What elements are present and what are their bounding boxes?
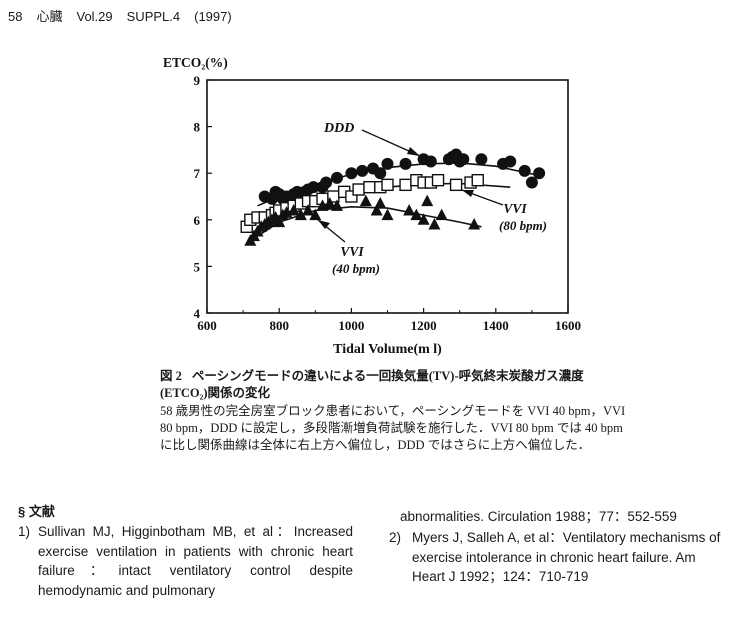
y-tick-label: 8 — [194, 120, 201, 135]
vvi40-point — [370, 203, 383, 216]
figure-description: 58 歳男性の完全房室ブロック患者において，ペーシングモードを VVI 40 b… — [160, 404, 626, 452]
vvi80-point — [449, 178, 463, 192]
reference-text: Myers J, Salleh A, et al：Ventilatory mec… — [412, 530, 721, 584]
supplement: SUPPL.4 — [126, 9, 181, 24]
running-head: 58 心臓 Vol.29 SUPPL.4 (1997) — [8, 6, 246, 25]
annotation-arrowhead-ddd — [407, 147, 420, 156]
reference-text: Sullivan MJ, Higginbotham MB, et al：Incr… — [38, 524, 353, 598]
ddd-point — [525, 176, 538, 189]
vvi40-point — [435, 208, 448, 221]
ddd-point — [307, 181, 320, 194]
volume: Vol.29 — [76, 9, 113, 24]
vvi40-point — [287, 203, 300, 216]
vvi40-point — [417, 213, 430, 225]
x-tick-label: 1400 — [483, 318, 509, 333]
year: (1997) — [194, 9, 232, 24]
vvi40-point — [294, 208, 307, 221]
annotation-ddd: DDD — [323, 121, 354, 136]
annotation-vvi80: VVI — [503, 201, 527, 216]
annotation-vvi80-rate: (80 bpm) — [499, 218, 547, 233]
ddd-point — [457, 153, 470, 166]
vvi40-point — [323, 196, 336, 209]
figure-caption: 図 2 ペーシングモードの違いによる一回換気量(TV)-呼気終末炭酸ガス濃度(ET… — [160, 368, 630, 454]
reference-number: 2) — [389, 530, 402, 545]
annotation-arrowhead-vvi80 — [462, 190, 474, 197]
annotation-vvi40-rate: (40 bpm) — [332, 261, 380, 276]
x-tick-label: 600 — [197, 318, 217, 333]
ddd-point — [320, 176, 333, 189]
x-axis-label: Tidal Volume(m l) — [333, 342, 442, 357]
vvi40-point — [330, 199, 343, 211]
vvi40-point — [309, 208, 322, 221]
vvi80-point — [431, 173, 445, 187]
vvi80-point — [381, 178, 394, 192]
y-tick-label: 5 — [194, 259, 201, 274]
vvi40-point — [374, 196, 387, 209]
vvi40-point — [428, 217, 441, 230]
y-tick-label: 9 — [194, 73, 201, 88]
ddd-point — [424, 155, 437, 168]
annotation-vvi40: VVI — [340, 244, 364, 259]
vvi40-point — [302, 203, 315, 216]
reference-number: 1) — [18, 524, 31, 539]
ddd-point — [381, 157, 394, 170]
reference-1: 1) Sullivan MJ, Higginbotham MB, et al：I… — [18, 522, 353, 600]
page-number: 58 — [8, 9, 23, 24]
y-tick-label: 4 — [194, 306, 201, 321]
references-heading: § 文献 — [18, 504, 55, 519]
journal-name: 心臓 — [36, 9, 63, 24]
vvi40-point — [359, 194, 372, 207]
vvi40-point — [403, 203, 416, 216]
ddd-point — [399, 157, 412, 170]
vvi80-point — [363, 180, 376, 194]
y-tick-label: 6 — [194, 213, 201, 228]
x-tick-label: 800 — [269, 318, 289, 333]
ddd-point — [518, 164, 531, 177]
y-axis-label: ETCO₂(%) — [163, 55, 228, 70]
vvi80-point — [352, 183, 365, 196]
figure-label: 図 2 — [160, 369, 182, 383]
vvi40-point — [410, 208, 423, 221]
x-tick-label: 1000 — [338, 318, 364, 333]
x-tick-label: 1200 — [411, 318, 437, 333]
reference-2: 2) Myers J, Salleh A, et al：Ventilatory … — [389, 528, 724, 587]
ddd-point — [356, 164, 369, 177]
vvi40-point — [468, 217, 481, 230]
vvi40-point — [421, 194, 434, 207]
x-tick-label: 1600 — [555, 318, 581, 333]
ddd-point — [330, 171, 343, 184]
vvi80-point — [345, 190, 358, 203]
vvi80-point — [399, 178, 412, 192]
ddd-point — [533, 167, 546, 180]
vvi40-point — [273, 215, 286, 228]
ddd-point — [345, 167, 358, 180]
ddd-point — [475, 153, 488, 166]
vvi40-point — [381, 208, 394, 221]
reference-1-continuation: abnormalities. Circulation 1988；77：552-5… — [400, 509, 677, 524]
fit-curve — [246, 205, 482, 244]
annotation-arrowhead-vvi40 — [318, 220, 330, 229]
ddd-point — [374, 167, 387, 180]
y-tick-label: 7 — [194, 166, 201, 181]
ddd-point — [504, 155, 517, 168]
vvi80-point — [471, 173, 484, 187]
figure-title: ペーシングモードの違いによる一回換気量(TV)-呼気終末炭酸ガス濃度(ETCO₂… — [160, 369, 584, 400]
